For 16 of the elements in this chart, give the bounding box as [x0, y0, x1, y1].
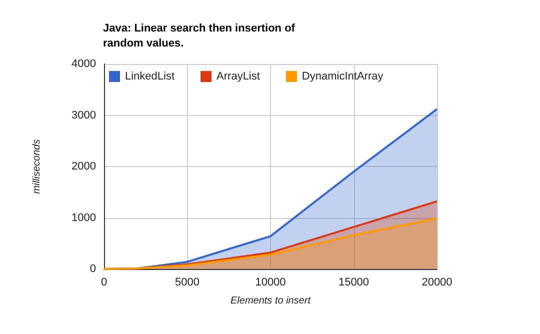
- x-tick-label: 5000: [175, 276, 200, 288]
- x-tick-label: 10000: [255, 276, 286, 288]
- y-tick-label: 2000: [72, 160, 96, 172]
- y-tick-label: 1000: [72, 212, 96, 224]
- y-tick-label: 4000: [72, 58, 96, 70]
- x-axis-title: Elements to insert: [230, 296, 312, 306]
- y-tick-label: 3000: [72, 109, 96, 122]
- chart-title: Java: Linear search then insertion of random values.: [103, 22, 296, 50]
- legend-label: ArrayList: [216, 70, 260, 82]
- x-tick-label: 20000: [422, 276, 452, 288]
- x-tick-label: 0: [100, 276, 108, 288]
- y-tick-label: 0: [90, 263, 96, 275]
- y-axis-title: milliseconds: [32, 139, 42, 194]
- legend-label: LinkedList: [125, 70, 175, 82]
- legend-label: DynamicIntArray: [302, 70, 384, 82]
- x-tick-label: 15000: [338, 276, 370, 288]
